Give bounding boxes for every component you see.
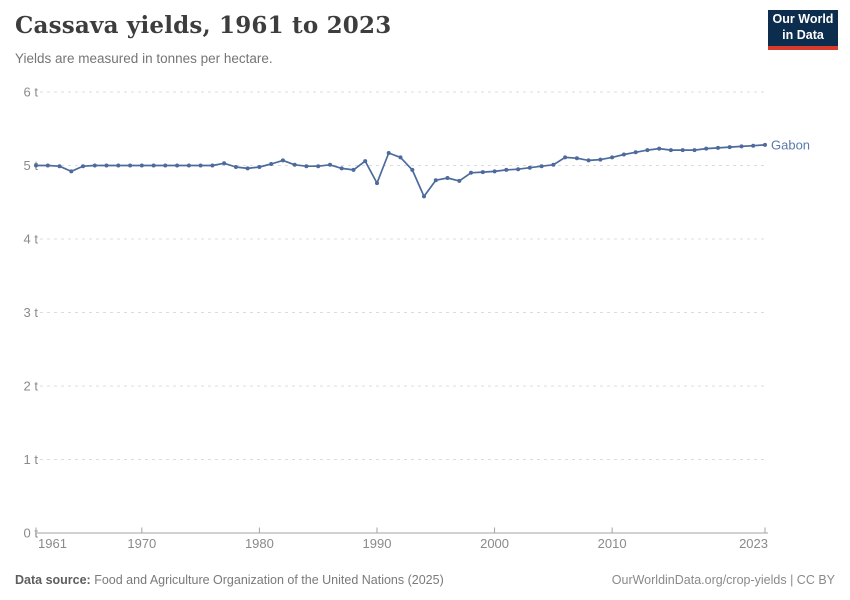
credit-link[interactable]: OurWorldinData.org/crop-yields | CC BY bbox=[611, 573, 835, 587]
owid-logo-line2: in Data bbox=[782, 28, 824, 42]
data-point[interactable] bbox=[245, 166, 250, 171]
y-axis-tick-label: 4 t bbox=[24, 232, 39, 247]
data-point[interactable] bbox=[751, 143, 756, 148]
data-point[interactable] bbox=[210, 163, 215, 168]
data-point[interactable] bbox=[57, 164, 62, 169]
data-point[interactable] bbox=[763, 142, 767, 147]
data-point[interactable] bbox=[45, 163, 50, 168]
data-point[interactable] bbox=[527, 165, 532, 170]
data-point[interactable] bbox=[492, 169, 497, 174]
data-point[interactable] bbox=[704, 146, 709, 151]
data-point[interactable] bbox=[716, 145, 720, 150]
data-source-label: Data source: bbox=[15, 573, 91, 587]
data-point[interactable] bbox=[139, 163, 144, 168]
data-point[interactable] bbox=[692, 148, 697, 153]
data-point[interactable] bbox=[128, 163, 133, 168]
y-axis-tick-label: 3 t bbox=[24, 305, 39, 320]
data-point[interactable] bbox=[433, 178, 438, 183]
data-point[interactable] bbox=[445, 176, 450, 180]
data-point[interactable] bbox=[316, 164, 321, 169]
data-point[interactable] bbox=[151, 163, 156, 168]
x-axis-tick-label: 1980 bbox=[245, 536, 274, 551]
data-point[interactable] bbox=[69, 169, 74, 174]
data-point[interactable] bbox=[198, 163, 203, 168]
data-point[interactable] bbox=[375, 181, 379, 186]
data-point[interactable] bbox=[516, 167, 521, 172]
x-axis-tick-label: 2000 bbox=[480, 536, 509, 551]
owid-logo[interactable]: Our World in Data bbox=[768, 10, 838, 50]
data-point[interactable] bbox=[657, 146, 662, 151]
x-axis-tick-label: 1990 bbox=[363, 536, 392, 551]
entity-label-gabon[interactable]: Gabon bbox=[771, 137, 810, 152]
data-point[interactable] bbox=[269, 162, 274, 166]
data-point[interactable] bbox=[457, 178, 462, 183]
y-axis-tick-label: 5 t bbox=[24, 158, 39, 173]
data-point[interactable] bbox=[280, 158, 285, 163]
data-point[interactable] bbox=[222, 161, 227, 166]
data-point[interactable] bbox=[645, 148, 650, 153]
data-point[interactable] bbox=[351, 167, 356, 172]
data-point[interactable] bbox=[551, 162, 556, 167]
data-point[interactable] bbox=[574, 156, 579, 161]
data-point[interactable] bbox=[621, 152, 626, 157]
data-point[interactable] bbox=[727, 145, 732, 150]
data-point[interactable] bbox=[469, 170, 473, 175]
data-point[interactable] bbox=[92, 163, 97, 168]
data-source-text: Food and Agriculture Organization of the… bbox=[94, 573, 444, 587]
data-point[interactable] bbox=[610, 155, 615, 160]
data-point[interactable] bbox=[480, 170, 485, 175]
data-point[interactable] bbox=[339, 166, 344, 171]
x-axis-tick-label: 1970 bbox=[127, 536, 156, 551]
series-line-gabon[interactable] bbox=[35, 144, 766, 198]
chart-subtitle: Yields are measured in tonnes per hectar… bbox=[15, 51, 273, 66]
y-axis-tick-label: 6 t bbox=[24, 85, 39, 100]
data-point[interactable] bbox=[422, 194, 426, 199]
data-point[interactable] bbox=[504, 167, 509, 172]
data-point[interactable] bbox=[363, 159, 368, 164]
data-point[interactable] bbox=[81, 164, 85, 169]
data-point[interactable] bbox=[34, 163, 38, 168]
x-axis-tick-label: 2023 bbox=[739, 536, 768, 551]
data-point[interactable] bbox=[175, 163, 180, 168]
data-point[interactable] bbox=[386, 151, 391, 155]
data-point[interactable] bbox=[116, 163, 121, 168]
data-point[interactable] bbox=[598, 157, 603, 162]
y-axis-tick-label: 0 t bbox=[24, 526, 39, 541]
data-point[interactable] bbox=[304, 164, 309, 169]
data-point[interactable] bbox=[104, 163, 109, 168]
data-point[interactable] bbox=[539, 164, 544, 169]
data-source-note: Data source: Food and Agriculture Organi… bbox=[15, 573, 444, 587]
data-point[interactable] bbox=[633, 150, 638, 155]
x-axis-tick-label: 1961 bbox=[38, 536, 67, 551]
data-point[interactable] bbox=[233, 165, 238, 169]
data-point[interactable] bbox=[668, 148, 673, 153]
data-point[interactable] bbox=[586, 158, 591, 163]
y-axis-tick-label: 1 t bbox=[24, 452, 39, 467]
data-point[interactable] bbox=[163, 163, 168, 168]
data-point[interactable] bbox=[292, 162, 297, 167]
chart-title: Cassava yields, 1961 to 2023 bbox=[15, 12, 392, 39]
data-point[interactable] bbox=[328, 162, 332, 167]
data-point[interactable] bbox=[410, 167, 415, 172]
data-point[interactable] bbox=[398, 155, 403, 160]
owid-logo-line1: Our World bbox=[772, 12, 834, 27]
data-point[interactable] bbox=[186, 163, 191, 168]
data-point[interactable] bbox=[257, 165, 262, 169]
data-point[interactable] bbox=[739, 144, 744, 149]
data-point[interactable] bbox=[680, 148, 685, 153]
data-point[interactable] bbox=[563, 155, 568, 160]
y-axis-tick-label: 2 t bbox=[24, 379, 39, 394]
x-axis-tick-label: 2010 bbox=[598, 536, 627, 551]
